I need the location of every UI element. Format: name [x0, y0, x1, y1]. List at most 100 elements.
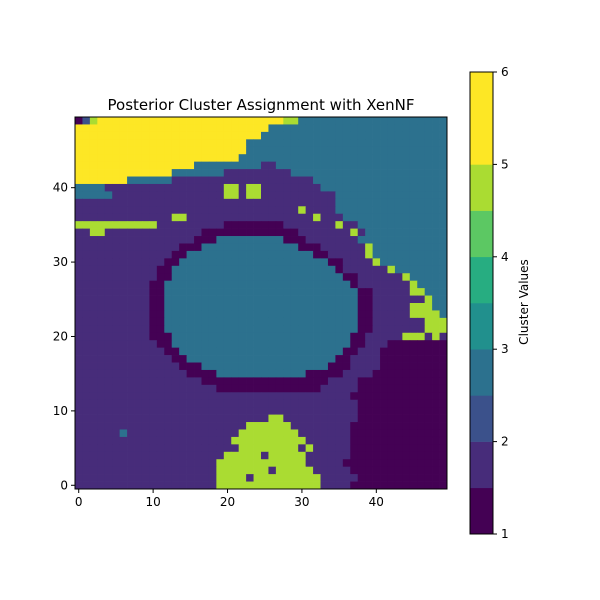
heatmap-cell: [156, 377, 165, 386]
heatmap-cell: [357, 317, 366, 326]
heatmap-cell: [216, 407, 225, 415]
heatmap-cell: [409, 466, 418, 475]
heatmap-cell: [179, 347, 187, 356]
heatmap-cell: [327, 228, 336, 237]
heatmap-cell: [342, 280, 351, 289]
heatmap-cell: [409, 481, 418, 490]
heatmap-cell: [246, 273, 254, 282]
heatmap-cell: [119, 258, 128, 267]
heatmap-cell: [394, 288, 403, 296]
heatmap-cell: [424, 303, 433, 311]
heatmap-cell: [253, 459, 262, 468]
heatmap-cell: [141, 198, 150, 207]
heatmap-cell: [179, 295, 187, 304]
heatmap-cell: [104, 288, 113, 296]
heatmap-cell: [261, 265, 269, 274]
heatmap-cell: [320, 176, 329, 185]
heatmap-cell: [223, 325, 232, 334]
heatmap-cell: [179, 288, 187, 296]
heatmap-cell: [350, 124, 359, 133]
heatmap-cell: [141, 250, 150, 259]
heatmap-cell: [194, 169, 202, 177]
heatmap-cell: [394, 466, 403, 475]
heatmap-cell: [372, 169, 381, 177]
heatmap-cell: [104, 332, 113, 341]
heatmap-cell: [112, 347, 120, 356]
heatmap-cell: [208, 369, 217, 378]
heatmap-cell: [201, 154, 210, 162]
heatmap-cell: [127, 310, 135, 319]
heatmap-cell: [216, 206, 225, 215]
heatmap-cell: [298, 332, 306, 341]
heatmap-cell: [372, 347, 381, 356]
heatmap-cell: [238, 139, 247, 148]
heatmap-cell: [112, 384, 120, 393]
heatmap-cell: [409, 303, 418, 311]
heatmap-cell: [432, 295, 440, 304]
heatmap-cell: [97, 213, 106, 222]
heatmap-cell: [134, 183, 143, 192]
heatmap-cell: [253, 265, 262, 274]
heatmap-cell: [179, 198, 187, 207]
heatmap-cell: [171, 399, 180, 408]
heatmap-cell: [402, 250, 411, 259]
heatmap-cell: [75, 176, 83, 185]
heatmap-cell: [372, 377, 381, 386]
heatmap-cell: [380, 213, 388, 222]
heatmap-cell: [231, 139, 240, 148]
heatmap-cell: [261, 288, 269, 296]
heatmap-cell: [75, 161, 83, 170]
heatmap-cell: [201, 176, 210, 185]
heatmap-cell: [320, 154, 329, 162]
heatmap-cell: [424, 169, 433, 177]
heatmap-cell: [238, 325, 247, 334]
heatmap-cell: [342, 474, 351, 482]
heatmap-cell: [201, 250, 210, 259]
heatmap-cell: [409, 273, 418, 282]
heatmap-cell: [394, 436, 403, 445]
heatmap-cell: [268, 474, 277, 482]
heatmap-cell: [186, 265, 195, 274]
heatmap-cell: [186, 407, 195, 415]
heatmap-cell: [394, 243, 403, 252]
heatmap-cell: [223, 332, 232, 341]
heatmap-cell: [424, 243, 433, 252]
heatmap-cell: [119, 325, 128, 334]
heatmap-cell: [268, 146, 277, 155]
heatmap-cell: [439, 169, 448, 177]
heatmap-cell: [350, 146, 359, 155]
y-tick-label: 20: [53, 329, 68, 343]
heatmap-cell: [208, 236, 217, 244]
heatmap-cell: [149, 221, 158, 229]
heatmap-cell: [246, 295, 254, 304]
heatmap-cell: [320, 124, 329, 133]
heatmap-cell: [290, 154, 299, 162]
heatmap-cell: [149, 451, 158, 460]
heatmap-cell: [82, 213, 91, 222]
heatmap-cell: [387, 117, 396, 125]
heatmap-cell: [402, 228, 411, 237]
heatmap-cell: [164, 236, 173, 244]
heatmap-cell: [432, 466, 440, 475]
heatmap-cell: [261, 280, 269, 289]
heatmap-cell: [201, 131, 210, 140]
heatmap-cell: [112, 392, 120, 401]
heatmap-cell: [290, 228, 299, 237]
colorbar-segment: [470, 72, 493, 165]
heatmap-cell: [104, 362, 113, 371]
heatmap-cell: [194, 303, 202, 311]
heatmap-cell: [141, 407, 150, 415]
heatmap-cell: [149, 317, 158, 326]
heatmap-cell: [82, 451, 91, 460]
heatmap-cell: [342, 332, 351, 341]
heatmap-cell: [253, 429, 262, 438]
heatmap-cell: [357, 303, 366, 311]
heatmap-cell: [253, 243, 262, 252]
heatmap-cell: [283, 429, 292, 438]
heatmap-cell: [89, 317, 98, 326]
heatmap-cell: [372, 474, 381, 482]
heatmap-cell: [268, 332, 277, 341]
heatmap-cell: [380, 466, 388, 475]
heatmap-cell: [179, 362, 187, 371]
heatmap-cell: [119, 429, 128, 438]
